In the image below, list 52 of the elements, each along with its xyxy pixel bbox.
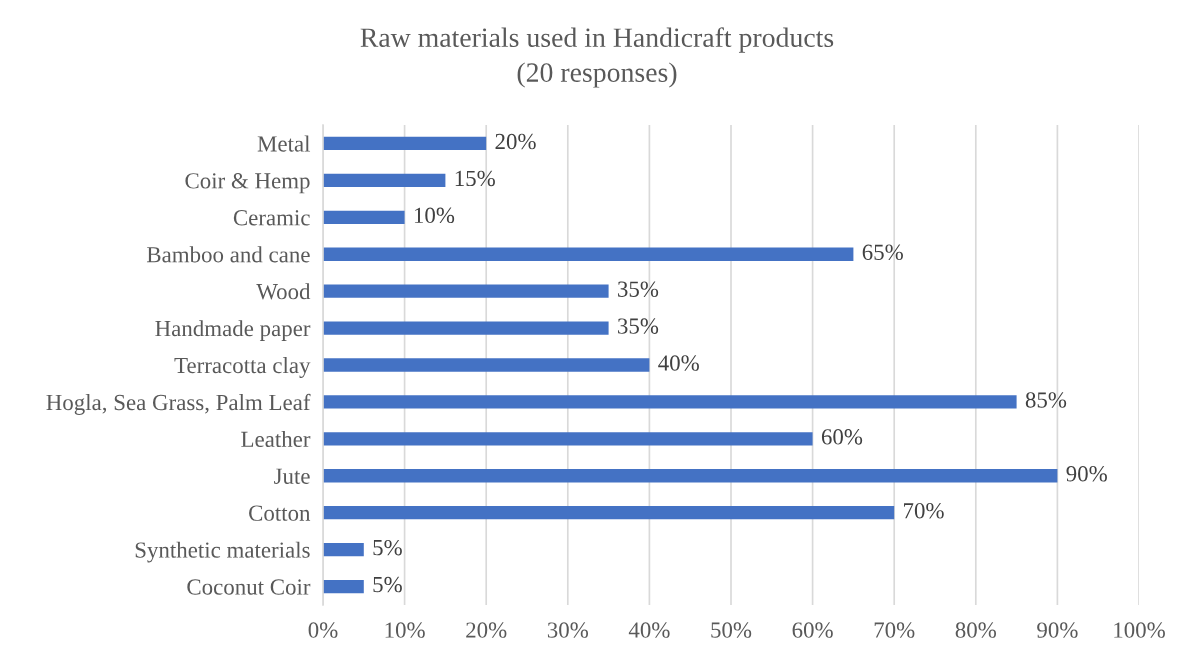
y-tick-label: Ceramic [233,210,310,226]
bar [323,579,364,594]
x-tick-label: 50% [711,622,752,638]
y-tick-label: Hogla, Sea Grass, Palm Leaf [46,393,311,415]
bar [323,247,854,261]
y-tick-label: Bamboo and cane [146,246,310,263]
bar [323,358,650,372]
bar [323,136,487,151]
x-tick-label: 80% [955,622,997,638]
data-label: 60% [821,429,863,445]
data-label: 20% [495,133,536,150]
data-label: 5% [373,539,402,556]
data-label: 15% [455,170,495,187]
data-label: 40% [658,355,699,371]
y-tick-label: Handmade paper [155,320,311,341]
bar [323,542,364,557]
x-tick-label: 90% [1037,622,1078,638]
data-label: 10% [414,207,455,224]
data-label: 65% [862,244,903,261]
chart-title: Raw materials used in Handicraft products [360,27,834,53]
x-tick-label: 70% [874,622,915,638]
data-label: 70% [904,502,944,519]
y-tick-label: Leather [241,430,311,448]
bar [323,506,895,520]
data-label: 85% [1025,392,1067,408]
bar [323,395,1017,409]
x-tick-label: 20% [466,622,507,638]
x-tick-label: 30% [547,622,589,638]
data-label: 35% [618,318,659,334]
y-tick-label: Metal [257,135,311,152]
bar [323,210,405,224]
y-tick-label: Coconut Coir [187,579,311,595]
data-label: 5% [373,576,402,593]
bar [323,469,1058,483]
y-tick-label: Cotton [249,505,311,521]
bar [323,321,609,335]
bar [323,432,813,446]
bar [323,284,609,298]
y-tick-label: Jute [274,468,310,484]
x-tick-label: 0% [308,622,338,638]
y-tick-label: Synthetic materials [135,541,310,563]
bar [323,173,446,188]
y-tick-label: Terracotta clay [174,357,311,378]
x-tick-label: 100% [1114,622,1165,638]
x-tick-label: 60% [792,622,833,638]
chart-subtitle: (20 responses) [517,62,677,88]
y-tick-label: Wood [256,283,311,300]
data-label: 90% [1066,466,1107,482]
y-tick-label: Coir & Hemp [185,173,310,194]
x-tick-label: 10% [385,622,425,638]
x-tick-label: 40% [628,622,670,638]
data-label: 35% [618,281,659,297]
